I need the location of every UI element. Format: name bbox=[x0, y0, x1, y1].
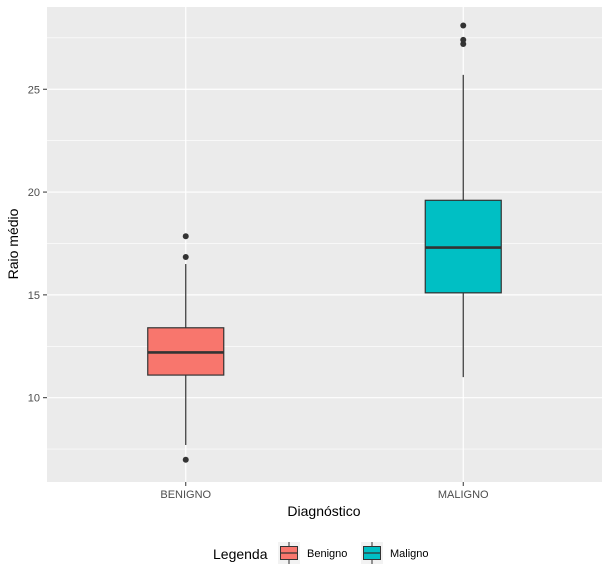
outlier-point bbox=[460, 22, 467, 29]
box-maligno bbox=[424, 22, 502, 378]
outlier-point bbox=[182, 254, 189, 261]
y-axis: 10 15 20 25 bbox=[28, 84, 47, 405]
legend-title: Legenda bbox=[213, 546, 268, 562]
legend-item-benigno: Benigno bbox=[278, 542, 347, 564]
y-tick-label: 15 bbox=[28, 290, 40, 302]
legend-label: Benigno bbox=[307, 548, 347, 560]
legend: Legenda Benigno Maligno bbox=[213, 542, 429, 564]
x-axis-title: Diagnóstico bbox=[287, 503, 360, 519]
y-tick-label: 25 bbox=[28, 84, 40, 96]
x-axis: BENIGNO MALIGNO bbox=[160, 482, 489, 501]
y-tick-label: 10 bbox=[28, 393, 40, 405]
legend-item-maligno: Maligno bbox=[361, 542, 429, 564]
x-tick-label: BENIGNO bbox=[160, 489, 211, 501]
outlier-point bbox=[460, 41, 467, 48]
boxes-layer bbox=[147, 22, 502, 463]
box-benigno bbox=[147, 233, 225, 463]
y-tick-label: 20 bbox=[28, 187, 40, 199]
outlier-point bbox=[182, 233, 189, 240]
legend-label: Maligno bbox=[390, 548, 429, 560]
minor-gridlines bbox=[47, 37, 602, 450]
outlier-point bbox=[460, 36, 467, 43]
y-axis-title: Raio médio bbox=[5, 208, 21, 279]
panel-background bbox=[47, 7, 602, 482]
outlier-point bbox=[182, 456, 189, 463]
x-tick-label: MALIGNO bbox=[438, 489, 489, 501]
